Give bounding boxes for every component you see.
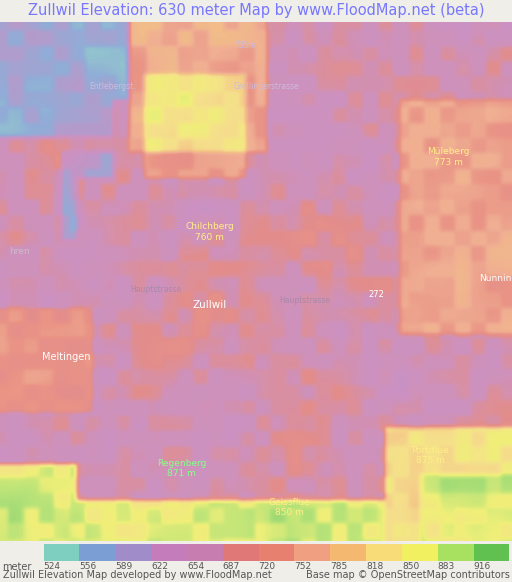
Bar	[366, 544, 402, 560]
Bar	[44, 544, 79, 560]
Text: Meltingen: Meltingen	[42, 352, 91, 362]
Text: 916: 916	[474, 562, 491, 572]
Text: Nunninger: Nunninger	[479, 274, 512, 283]
Text: Müleberg
773 m: Müleberg 773 m	[426, 147, 470, 166]
Text: 818: 818	[366, 562, 383, 572]
Bar	[402, 544, 438, 560]
Text: Zullwil Elevation Map developed by www.FloodMap.net: Zullwil Elevation Map developed by www.F…	[3, 570, 271, 580]
Bar	[438, 544, 474, 560]
Text: 556: 556	[79, 562, 97, 572]
Bar	[330, 544, 366, 560]
Bar	[187, 544, 223, 560]
Bar	[474, 544, 509, 560]
Text: 785: 785	[330, 562, 348, 572]
Bar	[294, 544, 330, 560]
Text: 850: 850	[402, 562, 419, 572]
Text: 883: 883	[438, 562, 455, 572]
Bar	[223, 544, 259, 560]
Bar	[79, 544, 115, 560]
Text: 524: 524	[44, 562, 60, 572]
Bar	[115, 544, 151, 560]
Text: Zullwil: Zullwil	[193, 300, 227, 310]
Text: 622: 622	[151, 562, 168, 572]
Text: 589: 589	[115, 562, 133, 572]
Text: 687: 687	[223, 562, 240, 572]
Text: 752: 752	[294, 562, 311, 572]
Text: 272: 272	[368, 290, 385, 299]
Text: Chilchberg
760 m: Chilchberg 760 m	[185, 222, 234, 242]
Bar	[259, 544, 294, 560]
Text: 720: 720	[259, 562, 275, 572]
Text: Zullwil Elevation: 630 meter Map by www.FloodMap.net (beta): Zullwil Elevation: 630 meter Map by www.…	[28, 3, 484, 19]
Text: Hauptstrasse: Hauptstrasse	[131, 285, 182, 294]
Text: hren: hren	[9, 247, 30, 256]
Text: Base map © OpenStreetMap contributors: Base map © OpenStreetMap contributors	[306, 570, 509, 580]
Bar	[151, 544, 187, 560]
Text: 654: 654	[187, 562, 204, 572]
Text: Grellingerstrasse: Grellingerstrasse	[233, 83, 299, 91]
Text: 735m: 735m	[235, 41, 257, 50]
Text: Regenberg
871 m: Regenberg 871 m	[157, 459, 206, 478]
Text: Entlebergst.: Entlebergst.	[89, 83, 136, 91]
Text: Geissflue
850 m: Geissflue 850 m	[268, 498, 310, 517]
Text: Portiflue
875 m: Portiflue 875 m	[411, 446, 449, 465]
Text: meter: meter	[3, 562, 32, 572]
Text: Hauptstrasse: Hauptstrasse	[279, 296, 330, 305]
